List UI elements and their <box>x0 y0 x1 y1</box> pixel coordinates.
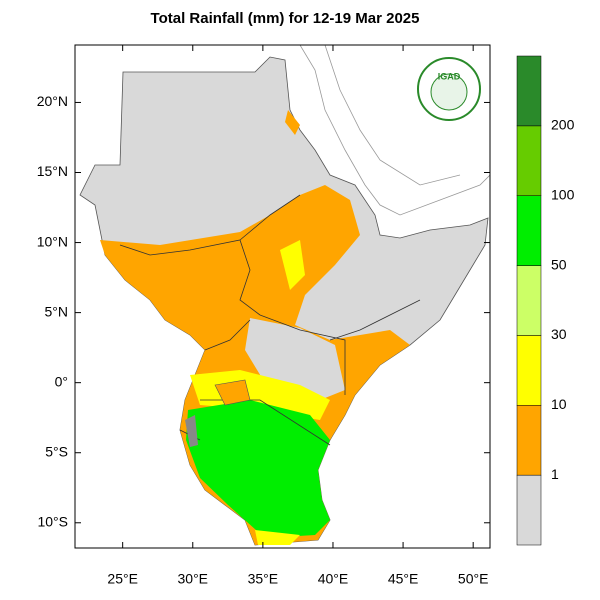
y-tick-label: 5°S <box>45 443 68 459</box>
map-title: Total Rainfall (mm) for 12-19 Mar 2025 <box>151 10 420 27</box>
x-tick-label: 40°E <box>318 571 349 587</box>
map-axes: 25°E 30°E 35°E 40°E 45°E 50°E 20°N 15°N 10°N 5°N 0… <box>37 45 490 587</box>
colorbar-segment <box>516 474 542 546</box>
rain-zone-yellow <box>255 530 300 545</box>
x-tick-label: 30°E <box>178 571 209 587</box>
logo: IGAD <box>417 57 481 121</box>
map-area: IGAD <box>74 44 491 549</box>
country-border <box>119 194 421 446</box>
rain-zone-yellow <box>280 240 305 290</box>
coastline <box>299 45 490 216</box>
colorbar-label: 1 <box>551 466 559 482</box>
x-tick-label: 35°E <box>248 571 279 587</box>
x-tick-label: 25°E <box>107 571 138 587</box>
y-tick-label: 20°N <box>37 93 68 109</box>
colorbar-segment <box>516 125 542 196</box>
rain-zone-yellow <box>190 370 330 420</box>
colorbar-label: 10 <box>551 396 567 412</box>
colorbar-label: 100 <box>551 186 575 202</box>
x-tick-label: 50°E <box>458 571 489 587</box>
colorbar-segment <box>516 55 542 127</box>
colorbar-segment <box>516 335 542 406</box>
colorbar-label: 200 <box>551 117 575 133</box>
y-tick-label: 5°N <box>45 303 69 319</box>
y-tick-label: 10°S <box>37 513 68 529</box>
logo-text: IGAD <box>438 71 461 81</box>
colorbar-segment <box>516 265 542 336</box>
colorbar-label: 50 <box>551 256 567 272</box>
lake <box>214 379 251 406</box>
colorbar-segment <box>516 195 542 266</box>
map-frame <box>74 44 491 549</box>
rain-zone-orange <box>285 110 300 135</box>
rain-zone-green <box>186 400 330 538</box>
y-tick-label: 0° <box>55 373 68 389</box>
y-tick-label: 10°N <box>37 233 68 249</box>
lake <box>185 415 198 447</box>
colorbar-label: 30 <box>551 326 567 342</box>
colorbar-segment <box>516 405 542 476</box>
x-tick-label: 45°E <box>388 571 419 587</box>
coastline <box>324 45 461 186</box>
y-tick-label: 15°N <box>37 163 68 179</box>
colorbar: 1 10 30 50 100 200 <box>516 55 575 546</box>
logo-globe <box>430 73 468 111</box>
